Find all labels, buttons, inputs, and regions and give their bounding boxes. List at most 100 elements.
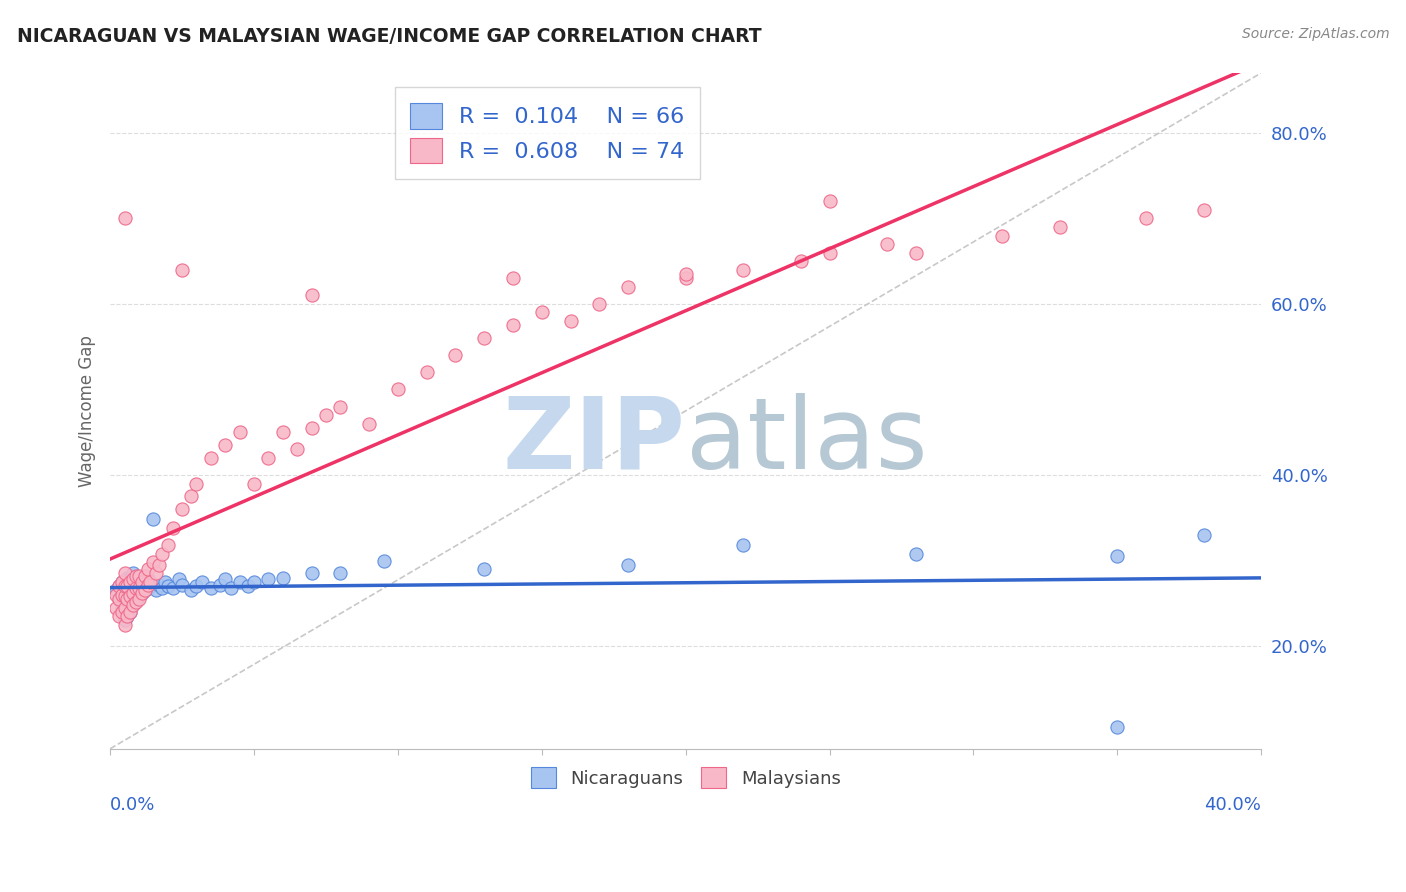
Legend: Nicaraguans, Malaysians: Nicaraguans, Malaysians (522, 758, 849, 797)
Point (120, 605, 142, 619)
Point (104, 583, 127, 598)
Point (271, 425, 294, 440)
Point (162, 581, 184, 595)
Point (122, 573, 145, 587)
Text: ZIP: ZIP (503, 392, 686, 490)
Point (122, 596, 145, 610)
Point (125, 581, 148, 595)
Point (502, 318, 524, 333)
Text: Source: ZipAtlas.com: Source: ZipAtlas.com (1241, 27, 1389, 41)
Point (136, 581, 159, 595)
Point (329, 566, 352, 581)
Point (329, 400, 352, 414)
Point (114, 596, 136, 610)
Point (200, 450, 222, 465)
Point (818, 245, 841, 260)
Point (125, 581, 148, 595)
Point (156, 538, 179, 552)
Point (904, 245, 927, 260)
Point (444, 348, 467, 362)
Point (122, 586, 145, 600)
Point (156, 579, 179, 593)
Point (107, 609, 129, 624)
Point (904, 547, 927, 561)
Point (142, 512, 165, 526)
Point (120, 574, 142, 589)
Point (134, 583, 156, 598)
Point (111, 574, 134, 589)
Point (387, 383, 409, 397)
Point (114, 600, 136, 615)
Point (131, 577, 153, 591)
Point (114, 605, 136, 619)
Point (1192, 202, 1215, 217)
Point (301, 421, 323, 435)
Point (172, 262, 194, 277)
Point (139, 574, 162, 589)
Y-axis label: Wage/Income Gap: Wage/Income Gap (79, 334, 96, 487)
Point (472, 331, 495, 345)
Point (150, 581, 173, 595)
Point (373, 553, 395, 567)
Point (238, 579, 260, 593)
Point (301, 566, 323, 581)
Point (186, 579, 208, 593)
Point (1192, 528, 1215, 542)
Point (733, 262, 755, 277)
Point (104, 588, 127, 602)
Point (675, 271, 697, 285)
Point (107, 579, 129, 593)
Point (114, 590, 136, 604)
Point (1049, 219, 1071, 234)
Point (128, 569, 150, 583)
Point (180, 583, 202, 598)
Point (139, 579, 162, 593)
Point (117, 609, 139, 624)
Point (114, 579, 136, 593)
Point (117, 592, 139, 607)
Point (136, 577, 159, 591)
Text: atlas: atlas (686, 392, 928, 490)
Point (1107, 720, 1129, 734)
Point (122, 566, 145, 581)
Point (107, 579, 129, 593)
Point (122, 577, 145, 591)
Point (588, 297, 610, 311)
Point (790, 254, 813, 268)
Point (111, 600, 134, 615)
Text: 0.0%: 0.0% (110, 796, 156, 814)
Point (117, 609, 139, 624)
Point (617, 280, 640, 294)
Text: NICARAGUAN VS MALAYSIAN WAGE/INCOME GAP CORRELATION CHART: NICARAGUAN VS MALAYSIAN WAGE/INCOME GAP … (17, 27, 762, 45)
Point (472, 562, 495, 576)
Point (131, 586, 153, 600)
Point (136, 562, 159, 576)
Point (134, 569, 156, 583)
Point (122, 588, 145, 602)
Point (315, 408, 337, 422)
Point (107, 592, 129, 607)
Text: 40.0%: 40.0% (1205, 796, 1261, 814)
Point (114, 588, 136, 602)
Point (120, 590, 142, 604)
Point (145, 566, 167, 581)
Point (125, 592, 148, 607)
Point (114, 566, 136, 581)
Point (675, 267, 697, 281)
Point (172, 577, 194, 591)
Point (142, 555, 165, 569)
Point (125, 594, 148, 608)
Point (243, 476, 266, 491)
Point (186, 476, 208, 491)
Point (117, 579, 139, 593)
Point (560, 314, 582, 328)
Point (191, 574, 214, 589)
Point (359, 417, 381, 431)
Point (136, 573, 159, 587)
Point (180, 490, 202, 504)
Point (114, 211, 136, 226)
Point (131, 586, 153, 600)
Point (271, 571, 294, 585)
Point (415, 365, 437, 379)
Point (134, 583, 156, 598)
